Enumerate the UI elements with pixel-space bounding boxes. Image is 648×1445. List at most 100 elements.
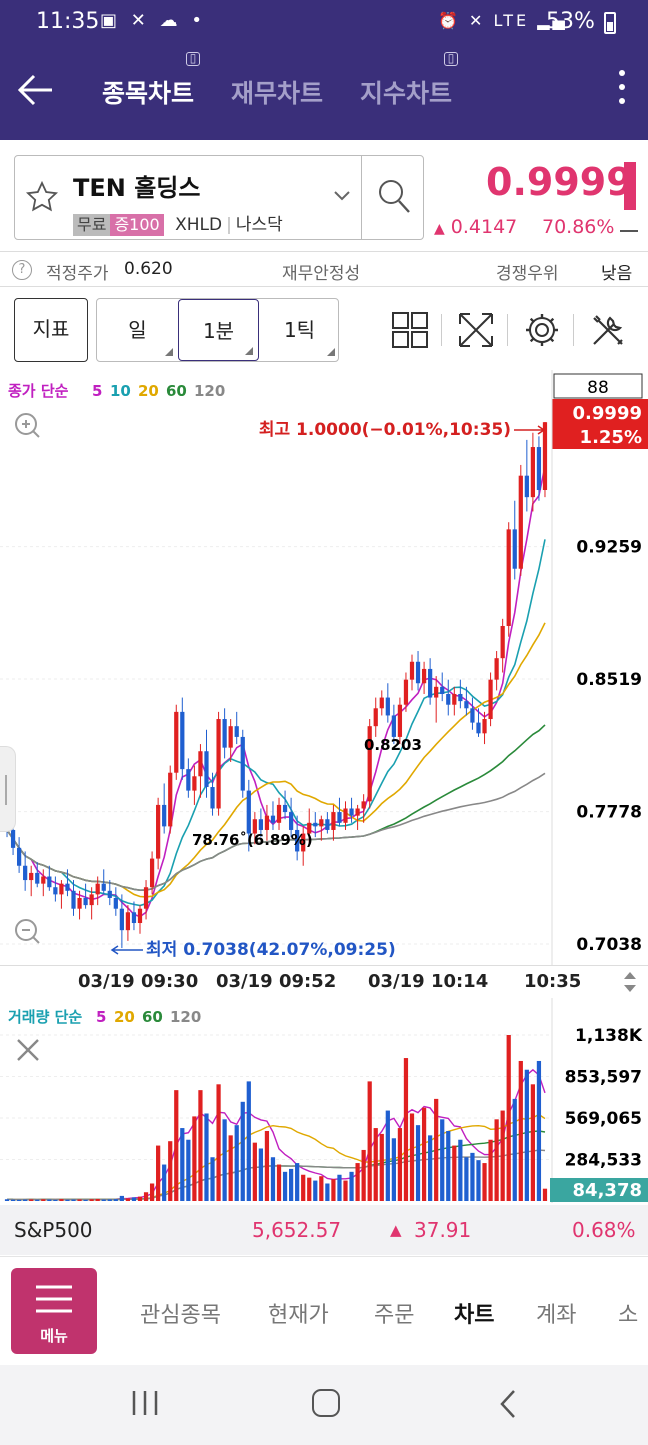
candle-body [119,908,124,931]
candle-body [16,847,22,866]
candle-body [452,693,457,705]
volume-y-tick: 853,597 [565,1067,642,1087]
tab-label: 재무차트 [231,79,324,108]
volume-bar [488,1139,493,1201]
candle-body [428,668,433,698]
price-change: ▲ 0.4147 [434,216,517,238]
zoom-out-icon[interactable] [15,919,40,944]
chevron-down-icon[interactable] [333,190,351,202]
current-price-label [552,399,648,449]
volume-chart[interactable]: 거래량 단순 5 20 60 120 1,138K 853,597 569,065 284,… [0,998,648,1203]
stock-selector[interactable]: TEN 홀딩스 무료 증100 XHLD | 나스닥 [14,155,424,240]
settings-icon[interactable] [522,310,562,350]
tools-icon[interactable] [588,310,628,350]
menu-button[interactable]: 메뉴 [11,1268,97,1354]
candle-body [288,812,294,830]
recent-apps-icon[interactable] [130,1389,160,1417]
volume-bar [228,1135,233,1201]
indicator-button[interactable]: 지표 [14,298,88,362]
candle-body [337,812,342,823]
index-change: 37.91 [414,1218,472,1242]
y-tick: 0.9259 [576,538,642,558]
current-label-pct: 1.25% [580,427,642,448]
volume-bar [391,1138,396,1201]
volume-bar [428,1135,433,1201]
home-icon[interactable] [312,1389,340,1417]
tab-financial-chart[interactable]: 재무차트 [231,74,323,110]
ma-line [6,772,546,892]
candle-body [47,876,52,888]
candle-body [23,865,28,881]
legend-item: 5 [96,1008,106,1026]
candle-body [246,790,251,834]
x-tick: 10:35 [524,971,582,992]
candle-body [168,772,173,827]
competitive-advantage[interactable]: 경쟁우위 [496,264,559,284]
price-chart[interactable]: 종가 단순 5 10 20 60 120 88 0.9999 1.25% 0.92590… [0,370,648,965]
volume-bar [270,1157,276,1201]
star-icon[interactable] [25,180,59,214]
search-button[interactable] [361,155,425,240]
volume-bar [295,1163,300,1201]
volume-bar [446,1130,451,1201]
candle-body [470,708,475,723]
candle-body [143,887,149,909]
candle-body [530,447,536,498]
candle-body [65,883,70,891]
index-pct: 0.68% [572,1218,636,1242]
candle-body [180,711,185,770]
zoom-in-icon[interactable] [15,413,40,438]
corner-triangle-icon [327,348,335,356]
volume-bar [276,1164,282,1201]
expand-icon[interactable] [456,310,496,350]
nav-watchlist[interactable]: 관심종목 [140,1303,221,1328]
help-icon[interactable]: ? [12,260,32,280]
period-label: 일 [128,318,147,342]
legend-item: 20 [114,1008,135,1026]
tab-stock-chart[interactable]: ▯ 종목차트 [102,52,200,110]
period-1min-button[interactable]: 1분 [178,299,259,361]
more-menu-icon[interactable] [612,70,632,110]
grid-layout-icon[interactable] [390,310,430,350]
kakao-icon: ✕ [130,10,150,31]
volume-bar [125,1198,131,1201]
nav-order[interactable]: 주문 [374,1303,415,1328]
financial-stability[interactable]: 재무안정성 [282,264,361,284]
free-badge: 무료 [73,214,111,236]
index-name: S&P500 [14,1218,93,1242]
competitive-level: 낮음 [601,264,633,284]
scroll-updown-icon[interactable] [620,967,640,997]
stock-badges: 무료 증100 XHLD | 나스닥 [73,210,283,236]
nav-chart[interactable]: 차트 [454,1303,495,1328]
volume-bar [470,1152,475,1201]
tab-badge-icon: ▯ [444,52,458,66]
grid [0,370,553,965]
period-1tick-button[interactable]: 1틱 [259,299,340,361]
system-back-icon[interactable] [498,1389,518,1419]
nav-current-price[interactable]: 현재가 [268,1303,329,1328]
volume-bar [282,1171,288,1201]
volume-bar [458,1139,463,1201]
image-icon: ▣ [100,10,122,31]
candle-body [482,719,487,734]
nav-more[interactable]: 소 [618,1303,639,1328]
volume-bar [379,1133,384,1201]
volume-bar [319,1176,324,1201]
period-day-button[interactable]: 일 [97,299,178,361]
candle-body [216,719,221,809]
candle-body [113,897,118,909]
volume-bar [77,1199,82,1201]
tab-index-chart[interactable]: ▯ 지수차트 [360,52,458,110]
volume-bar [180,1128,185,1201]
side-drawer-handle[interactable] [0,746,16,832]
index-ticker-bar[interactable]: S&P500 5,652.57 ▲ 37.91 0.68% [0,1205,648,1255]
candle-body [228,726,233,748]
stock-name: TEN 홀딩스 [73,174,201,202]
volume-bar [397,1128,403,1201]
back-arrow-icon[interactable] [16,70,56,110]
nav-account[interactable]: 계좌 [536,1303,577,1328]
volume-bar [186,1139,191,1201]
close-icon[interactable] [17,1039,39,1061]
candle-body [343,808,348,823]
